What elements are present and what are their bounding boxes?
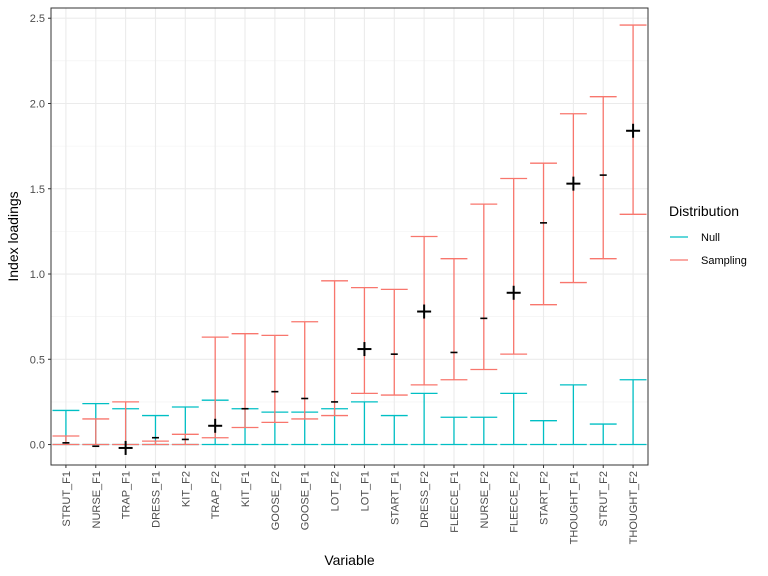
y-tick-label: 1.0	[30, 269, 45, 281]
x-tick-label: KIT_F1	[240, 471, 252, 507]
x-tick-label: STRUT_F1	[61, 471, 73, 527]
sampling-errorbar	[619, 24, 647, 215]
sampling-errorbar	[380, 288, 408, 396]
x-tick-label: DRESS_F2	[419, 471, 431, 528]
legend-label-sampling: Sampling	[701, 255, 747, 267]
sampling-errorbar	[500, 177, 528, 355]
null-errorbar	[380, 414, 408, 446]
x-axis-title: Variable	[324, 552, 375, 568]
observed-points	[62, 123, 641, 455]
x-tick-label: FLEECE_F1	[449, 471, 461, 533]
x-tick-label: DRESS_F1	[150, 471, 162, 528]
sampling-errorbar	[440, 258, 468, 381]
null-errorbar	[619, 379, 647, 446]
sampling-errorbar	[261, 334, 289, 424]
sampling-errorbar	[350, 287, 378, 395]
x-tick-label: NURSE_F1	[91, 471, 103, 528]
observed-point	[208, 418, 223, 433]
sampling-errorbar	[559, 113, 587, 284]
legend-title: Distribution	[669, 203, 739, 219]
x-tick-label: TRAP_F2	[210, 471, 222, 519]
x-tick-label: GOOSE_F1	[300, 471, 312, 530]
null-errorbar	[350, 401, 378, 446]
legend-label-null: Null	[701, 232, 720, 244]
null-errorbar	[530, 420, 557, 446]
sampling-errorbar	[231, 333, 259, 429]
sampling-errorbar	[470, 203, 498, 371]
sampling-errorbar	[321, 280, 349, 417]
x-tick-label: START_F2	[539, 471, 551, 525]
y-tick-label: 2.0	[30, 98, 45, 110]
y-tick-label: 0.5	[30, 354, 45, 366]
y-tick-label: 1.5	[30, 184, 45, 196]
sampling-errorbar	[142, 440, 169, 446]
x-tick-label: START_F1	[389, 471, 401, 525]
null-errorbar	[559, 384, 587, 446]
observed-point	[417, 304, 432, 319]
sampling-errorbar	[291, 321, 319, 420]
x-tick-label: STRUT_F2	[598, 471, 610, 527]
x-tick-label: KIT_F2	[180, 471, 192, 507]
x-tick-label: TRAP_F1	[121, 471, 133, 519]
y-axis-title: Index loadings	[5, 191, 21, 281]
sampling-errorbar	[82, 418, 110, 446]
null-errorbar	[500, 392, 528, 446]
null-errorbar	[589, 423, 617, 446]
observed-point	[626, 123, 641, 138]
null-errorbar	[440, 416, 468, 446]
y-tick-label: 2.5	[30, 13, 45, 25]
null-errorbar	[470, 416, 498, 446]
x-tick-label: GOOSE_F2	[270, 471, 282, 530]
observed-point	[566, 176, 581, 191]
x-tick-label: FLEECE_F2	[509, 471, 521, 533]
x-tick-label: THOUGHT_F1	[568, 471, 580, 544]
observed-point	[357, 342, 372, 357]
null-errorbar	[410, 392, 438, 446]
y-tick-label: 0.0	[30, 440, 45, 452]
legend-entry-null: Null	[670, 232, 720, 244]
observed-point	[118, 440, 133, 455]
x-tick-label: LOT_F1	[359, 471, 371, 511]
legend: Distribution Null Sampling	[669, 203, 747, 267]
panel-border	[50, 7, 649, 466]
x-tick-label: THOUGHT_F2	[628, 471, 640, 544]
x-tick-label: NURSE_F2	[479, 471, 491, 528]
sampling-errorbar	[530, 162, 557, 306]
observed-point	[506, 285, 521, 300]
sampling-errorbar	[589, 96, 617, 260]
legend-entry-sampling: Sampling	[670, 255, 747, 267]
error-bars	[52, 24, 647, 446]
axes: 0.0 0.5 1.0 1.5 2.0 2.5 STRUT_F1 NURSE_F1 TRAP_F…	[30, 13, 640, 544]
x-tick-label: LOT_F2	[330, 471, 342, 511]
